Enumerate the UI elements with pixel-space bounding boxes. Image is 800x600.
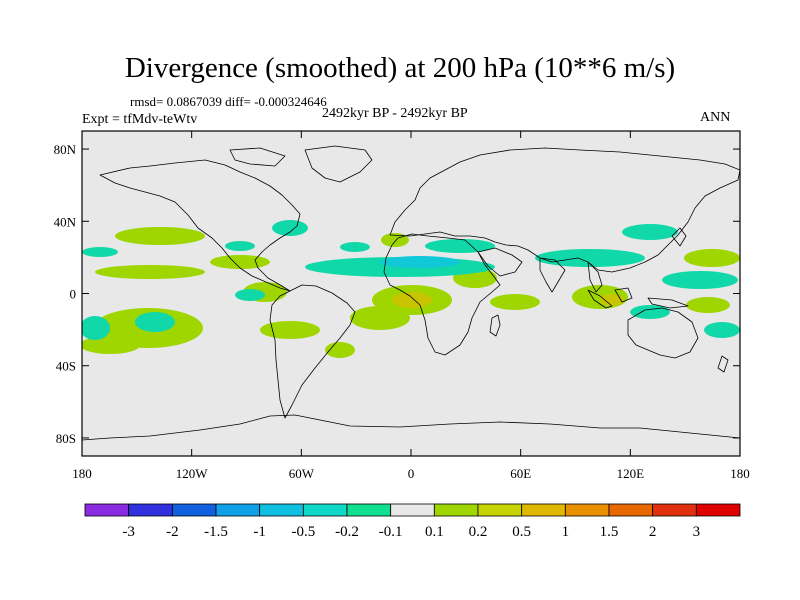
colorbar-swatch <box>477 503 523 517</box>
lon-tick-label: 0 <box>408 466 415 481</box>
field-patch <box>704 322 740 338</box>
stats-text: rmsd= 0.0867039 diff= -0.000324646 <box>130 94 327 109</box>
field-patch <box>210 255 270 269</box>
lon-tick-label: 120E <box>617 466 645 481</box>
field-patch <box>392 292 432 308</box>
colorbar-swatch <box>521 503 566 517</box>
lon-tick-label: 60W <box>289 466 315 481</box>
colorbar-label: -0.2 <box>335 524 359 540</box>
season-label: ANN <box>700 110 731 125</box>
plot-title: Divergence (smoothed) at 200 hPa (10**6 … <box>124 52 676 84</box>
field-patch <box>272 220 308 236</box>
colorbar-label: 0.5 <box>512 524 531 540</box>
colorbar-swatch <box>302 503 348 517</box>
colorbar-label: 1.5 <box>600 524 619 540</box>
colorbar-swatch <box>652 503 697 517</box>
field-patch <box>686 297 730 313</box>
colorbar-swatch <box>215 503 261 517</box>
colorbar-label: -3 <box>122 524 135 540</box>
field-patch <box>490 294 540 310</box>
field-patch <box>225 241 255 251</box>
colorbar-swatch <box>171 503 217 517</box>
experiment-label: Expt = tfMdv-teWtv <box>82 112 198 127</box>
coastline-africa <box>383 233 501 356</box>
coastline-borneo <box>614 287 633 303</box>
map-axes: 80N 40N 0 40S 80S 180 120W 60W 0 60E 120E 180 <box>54 131 750 481</box>
field-patch <box>115 227 205 245</box>
coastline-eurasia <box>389 147 740 273</box>
colorbar-label: 1 <box>562 524 570 540</box>
coastline-southeast-asia <box>587 261 603 293</box>
field-patch <box>325 342 355 358</box>
coastline-greenland <box>304 145 373 183</box>
field-patch <box>135 312 175 332</box>
field-patch <box>260 321 320 339</box>
coastline-arctic-islands <box>229 147 286 167</box>
colorbar-label: 2 <box>649 524 657 540</box>
field-patch <box>630 305 670 319</box>
field-patch <box>684 249 740 267</box>
field-patch <box>82 336 140 354</box>
lon-tick-label: 180 <box>72 466 92 481</box>
lat-tick-label: 0 <box>70 287 77 302</box>
coastline-north-america <box>99 159 301 292</box>
colorbar-swatch <box>564 503 610 517</box>
field-patch <box>380 256 460 268</box>
colorbar-swatch <box>84 503 130 517</box>
coastline-australia <box>627 307 699 359</box>
colorbar-label: 0.2 <box>469 524 488 540</box>
colorbar-label: -1.5 <box>204 524 228 540</box>
coastline-antarctica <box>82 414 740 441</box>
colorbar-swatch <box>695 503 741 517</box>
field-patch <box>622 224 678 240</box>
coastline-arabia <box>477 247 523 277</box>
lon-tick-label: 120W <box>176 466 209 481</box>
colorbar-swatch <box>390 503 435 517</box>
lon-tick-label: 60E <box>510 466 531 481</box>
field-patch <box>662 271 738 289</box>
lon-tick-label: 180 <box>730 466 750 481</box>
coastlines <box>82 145 740 441</box>
colorbar-swatch <box>128 503 173 517</box>
field-patch <box>95 265 205 279</box>
field-patch <box>340 242 370 252</box>
lat-tick-label: 40N <box>54 214 77 229</box>
colorbar-label: -0.1 <box>379 524 403 540</box>
coastline-new-guinea <box>647 297 689 309</box>
colorbar-label: -2 <box>166 524 179 540</box>
field-patch <box>535 249 645 267</box>
period-label: 2492kyr BP - 2492kyr BP <box>322 106 468 121</box>
coastline-japan <box>671 227 687 247</box>
colorbar-swatch <box>259 503 304 517</box>
lat-tick-label: 80S <box>56 431 76 446</box>
field-patch <box>425 239 495 253</box>
field-patch <box>82 316 110 340</box>
field-patch <box>600 294 624 306</box>
lat-tick-label: 80N <box>54 142 77 157</box>
colorbar-label: -1 <box>253 524 266 540</box>
lat-tick-label: 40S <box>56 359 76 374</box>
coastline-madagascar <box>489 314 501 337</box>
colorbar-swatch <box>346 503 392 517</box>
colorbar: -3 -2 -1.5 -1 -0.5 -0.2 -0.1 0.1 0.2 0.5 1 1.5 2 3 <box>84 503 741 540</box>
field-patch <box>82 247 118 257</box>
coastline-south-america <box>269 284 356 419</box>
coastline-new-zealand <box>717 355 729 373</box>
coastline-india <box>539 257 566 293</box>
colorbar-swatch <box>608 503 654 517</box>
colorbar-swatch <box>433 503 479 517</box>
field-patch <box>235 289 265 301</box>
divergence-field <box>82 220 740 358</box>
colorbar-label: 0.1 <box>425 524 444 540</box>
colorbar-label: 3 <box>693 524 701 540</box>
colorbar-label: -0.5 <box>291 524 315 540</box>
coastline-sumatra <box>587 289 613 309</box>
